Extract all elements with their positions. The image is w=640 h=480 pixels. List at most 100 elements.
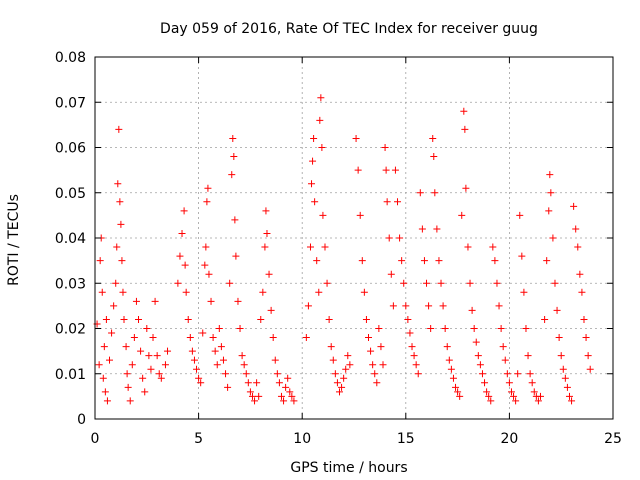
data-point (329, 356, 337, 364)
data-point (124, 383, 132, 391)
data-point (286, 388, 294, 396)
data-point (181, 261, 189, 269)
data-point (559, 365, 567, 373)
data-point (115, 125, 123, 133)
data-point (394, 198, 402, 206)
data-point (308, 180, 316, 188)
data-point (174, 279, 182, 287)
data-point (122, 343, 130, 351)
data-point (427, 325, 435, 332)
data-point (483, 388, 491, 396)
data-point (346, 361, 354, 369)
data-point (327, 343, 335, 351)
data-point (110, 302, 118, 310)
data-point (570, 202, 578, 210)
data-point (193, 365, 201, 373)
data-point (155, 370, 163, 378)
data-point (476, 361, 484, 369)
data-point (553, 306, 561, 314)
data-point (470, 325, 478, 332)
data-point (102, 315, 110, 323)
data-point (211, 347, 219, 355)
data-point (238, 352, 246, 360)
data-point (309, 157, 317, 165)
data-point (253, 379, 261, 387)
data-point (493, 279, 501, 287)
data-point (273, 370, 281, 378)
data-point (232, 252, 240, 260)
data-point (375, 325, 383, 332)
x-axis-label: GPS time / hours (290, 460, 407, 476)
data-point (551, 279, 559, 287)
data-point (118, 257, 126, 265)
data-point (100, 343, 108, 351)
data-point (464, 243, 472, 251)
data-point (557, 352, 565, 360)
data-point (534, 397, 542, 405)
data-point (236, 325, 244, 332)
data-point (338, 383, 346, 391)
data-point (226, 279, 234, 287)
data-point (248, 392, 256, 400)
y-tick-label: 0.02 (55, 322, 86, 338)
data-point (385, 234, 393, 242)
data-point (468, 306, 476, 314)
x-tick-label: 25 (604, 431, 622, 447)
data-point (443, 343, 451, 351)
data-point (391, 166, 399, 174)
data-point (541, 315, 549, 323)
data-point (143, 325, 151, 332)
data-point (202, 243, 210, 251)
data-point (584, 352, 592, 360)
data-point (315, 288, 323, 296)
data-point (277, 392, 285, 400)
data-point (203, 198, 211, 206)
data-point (423, 279, 431, 287)
x-tick-label: 10 (293, 431, 311, 447)
data-point (242, 370, 250, 378)
data-point (389, 302, 397, 310)
data-point (135, 315, 143, 323)
data-point (178, 229, 186, 237)
data-point (126, 397, 134, 405)
data-point (224, 383, 232, 391)
data-point (139, 374, 147, 382)
data-point (184, 315, 192, 323)
data-point (545, 207, 553, 215)
data-point (199, 329, 207, 337)
data-point (195, 374, 203, 382)
data-point (356, 211, 364, 219)
data-point (526, 370, 534, 378)
data-point (543, 257, 551, 265)
data-point (244, 379, 252, 387)
data-point (568, 397, 576, 405)
data-point (487, 397, 495, 405)
data-point (335, 388, 343, 396)
data-point (318, 144, 326, 151)
y-tick-label: 0.05 (55, 186, 86, 202)
data-point (437, 279, 445, 287)
x-tick-label: 5 (194, 431, 203, 447)
data-point (222, 370, 230, 378)
chart-title: Day 059 of 2016, Rate Of TEC Index for r… (160, 21, 538, 37)
x-tick-label: 0 (91, 431, 100, 447)
data-point (452, 383, 460, 391)
x-tick-labels: 0 5 10 15 20 25 (91, 431, 622, 447)
data-point (182, 288, 190, 296)
data-point (505, 379, 513, 387)
data-point (495, 302, 503, 310)
data-point (311, 198, 319, 206)
data-point (190, 356, 198, 364)
data-point (507, 388, 515, 396)
data-point (106, 356, 114, 364)
data-point (396, 234, 404, 242)
data-point (95, 361, 103, 369)
data-point (402, 302, 410, 310)
data-point (398, 257, 406, 265)
data-point (217, 343, 225, 351)
data-point (137, 347, 145, 355)
x-tick-label: 15 (397, 431, 415, 447)
data-point (265, 270, 273, 278)
data-point (132, 297, 140, 305)
data-point (373, 379, 381, 387)
